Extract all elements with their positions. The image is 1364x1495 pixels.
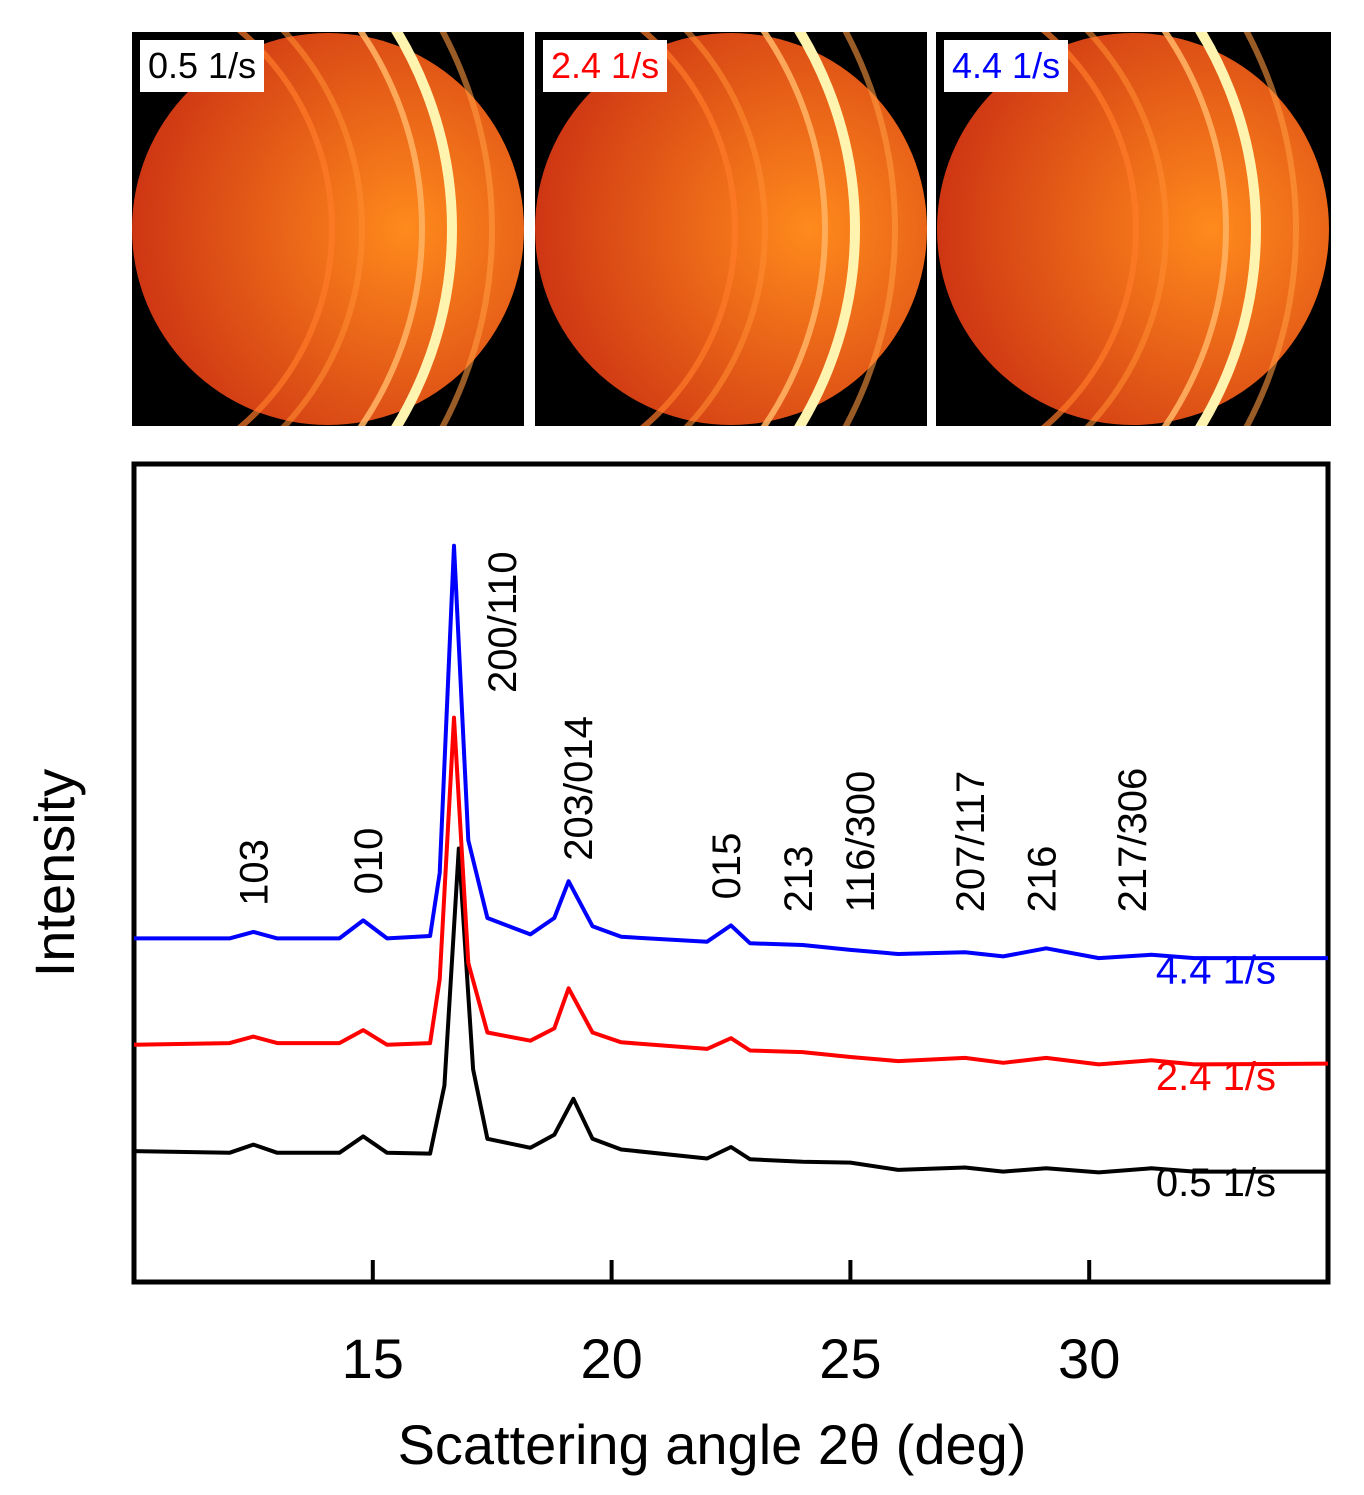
series-label: 0.5 1/s bbox=[1156, 1161, 1276, 1205]
series-line-2.41 bbox=[133, 715, 1329, 1067]
y-axis-label: Intensity bbox=[23, 769, 86, 978]
peak-label: 116/300 bbox=[839, 771, 883, 913]
diffraction-image-0.5 bbox=[132, 32, 524, 426]
x-tick-label: 25 bbox=[819, 1327, 881, 1390]
plot-frame bbox=[131, 461, 1331, 1285]
diffraction-rings bbox=[639, 32, 898, 426]
x-axis-ticks: 15 20 25 30 bbox=[342, 1260, 1120, 1390]
series-layer bbox=[133, 543, 1329, 1175]
diffraction-image-2.4 bbox=[535, 32, 927, 426]
peak-label: 213 bbox=[777, 846, 821, 913]
peak-label: 216 bbox=[1020, 846, 1064, 913]
panel-label: 0.5 1/s bbox=[140, 40, 265, 92]
peak-label: 015 bbox=[705, 833, 749, 900]
series-label: 2.4 1/s bbox=[1156, 1055, 1276, 1099]
x-tick-label: 15 bbox=[342, 1327, 404, 1390]
peak-label: 010 bbox=[347, 828, 391, 895]
series-label: 4.4 1/s bbox=[1156, 948, 1276, 992]
peak-label: 203/014 bbox=[557, 716, 601, 861]
peak-label: 200/110 bbox=[481, 551, 525, 693]
series-line-4.41 bbox=[134, 543, 1328, 961]
diffraction-rings bbox=[1040, 32, 1299, 426]
diffraction-panel-4.4: 4.4 1/s bbox=[936, 32, 1331, 426]
peak-annotations: 103 010 200/110 203/014 015 213 116/300 207/117… bbox=[232, 551, 1155, 912]
diffraction-image-4.4 bbox=[937, 32, 1329, 426]
panel-label: 2.4 1/s bbox=[543, 40, 668, 92]
peak-label: 103 bbox=[232, 839, 276, 906]
diffraction-panel-0.5: 0.5 1/s bbox=[132, 32, 524, 426]
x-tick-label: 30 bbox=[1058, 1327, 1120, 1390]
diffraction-rings bbox=[236, 32, 495, 426]
peak-label: 207/117 bbox=[949, 771, 993, 913]
x-tick-label: 20 bbox=[580, 1327, 642, 1390]
x-axis-label: Scattering angle 2θ (deg) bbox=[398, 1413, 1027, 1476]
series-line-0.51 bbox=[133, 846, 1328, 1175]
series-labels: 0.5 1/s 2.4 1/s 4.4 1/s bbox=[1156, 948, 1276, 1205]
diffraction-panel-2.4: 2.4 1/s bbox=[535, 32, 927, 426]
panel-label: 4.4 1/s bbox=[944, 40, 1069, 92]
peak-label: 217/306 bbox=[1111, 768, 1155, 913]
